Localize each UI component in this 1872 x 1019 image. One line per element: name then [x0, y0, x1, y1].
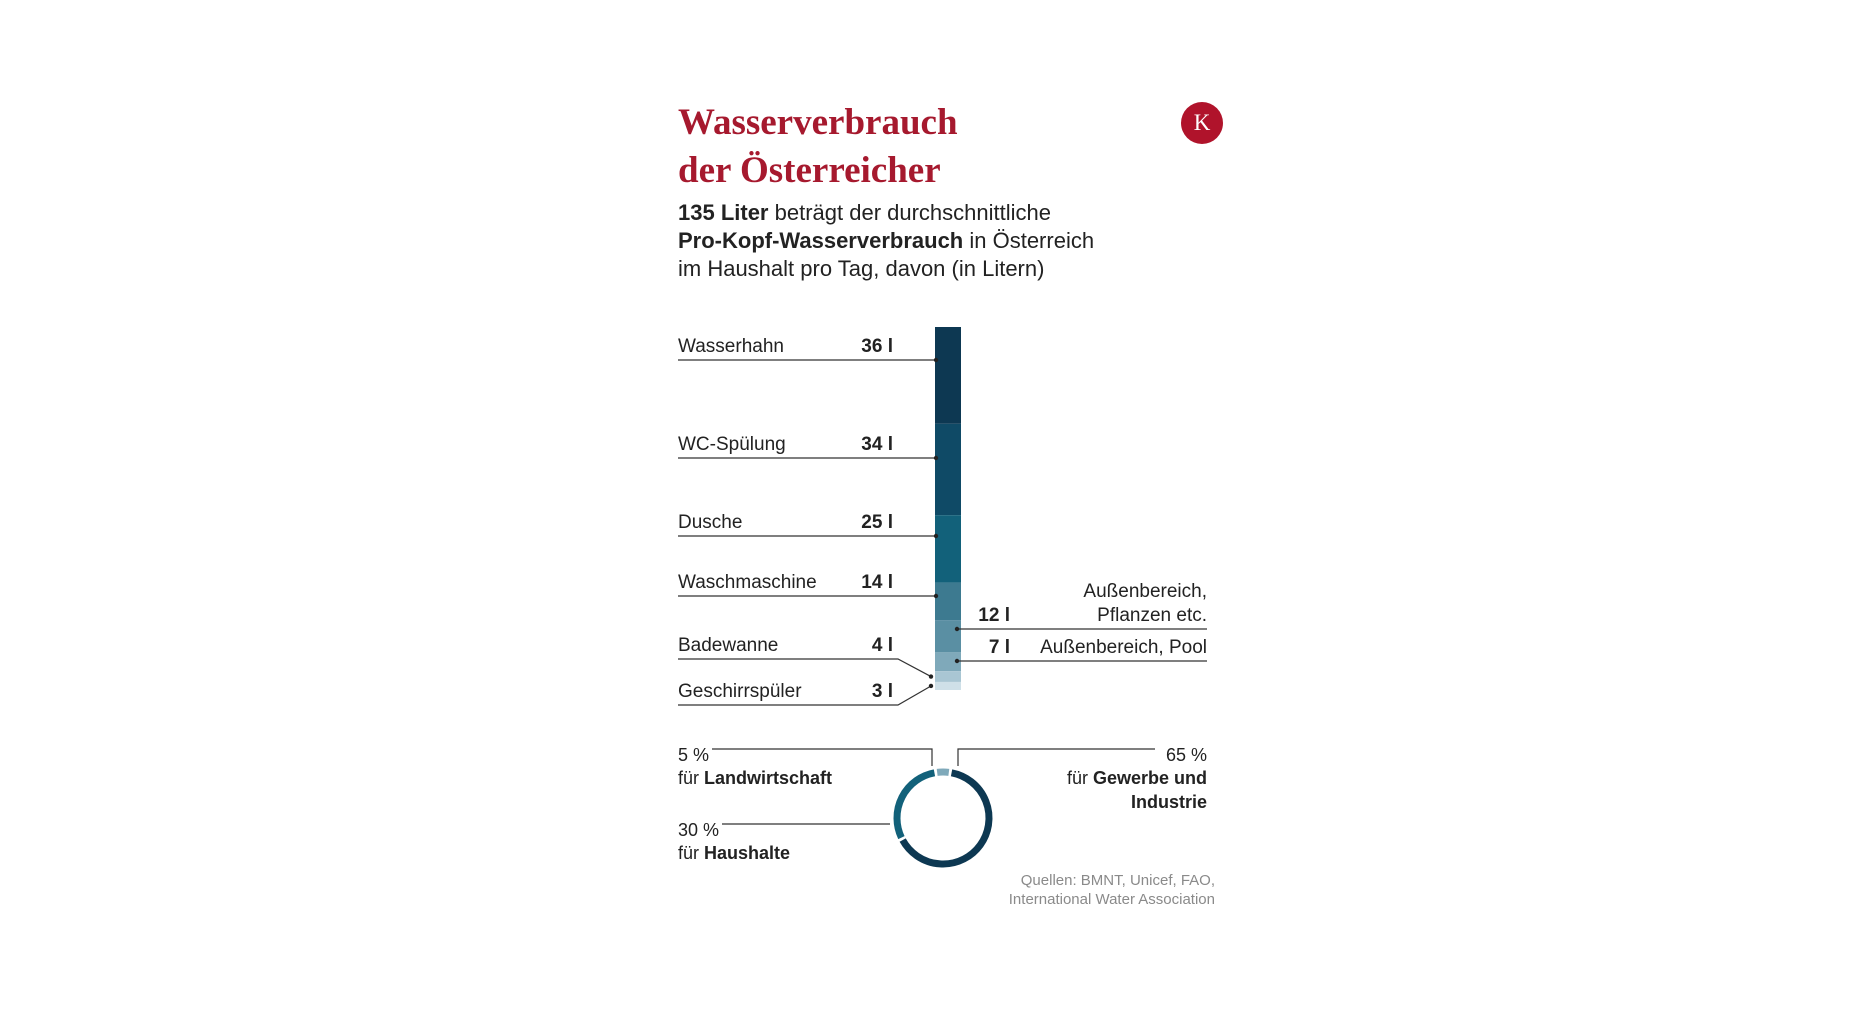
subtitle-line-2: Pro-Kopf-Wasserverbrauch in Österreich [678, 230, 1094, 252]
bar-segment-6 [935, 671, 961, 682]
bar-leader-dot [954, 658, 960, 664]
donut-value-label: 30 % [678, 820, 719, 840]
donut-value-label: 5 % [678, 745, 709, 765]
kurier-logo-icon: K [1181, 102, 1223, 144]
donut-leader-line [957, 748, 1155, 766]
bar-segment-4 [935, 620, 961, 653]
bar-value-label: 25 l [861, 512, 893, 533]
donut-leader-line [712, 748, 933, 766]
bar-leader-dot [933, 593, 939, 599]
bar-leader-dot [933, 455, 939, 461]
source-line-1: Quellen: BMNT, Unicef, FAO, [1020, 872, 1215, 889]
bar-segment-5 [935, 652, 961, 672]
bar-category-label: Dusche [678, 512, 742, 533]
bar-category-label: Waschmaschine [678, 572, 817, 593]
bar-leader-dot [928, 674, 934, 679]
bar-segment-3 [935, 582, 961, 621]
title-line-1: Wasserverbrauch [678, 102, 958, 143]
bar-segment-7 [935, 681, 961, 690]
donut-category-label: Industrie [1131, 792, 1207, 812]
title-line-2: der Österreicher [678, 150, 941, 191]
bar-leader-line [678, 685, 932, 706]
donut-category-label: für Landwirtschaft [678, 768, 832, 788]
bar-category-label: Pflanzen etc. [1097, 605, 1207, 626]
bar-leader-line [678, 658, 932, 678]
subtitle-line-3: im Haushalt pro Tag, davon (in Litern) [678, 256, 1045, 281]
bar-value-label: 3 l [872, 681, 893, 702]
subtitle-text-1: beträgt der durchschnittliche [768, 200, 1051, 225]
bar-leader-dot [928, 683, 934, 689]
bar-leader-dot [933, 357, 939, 363]
bar-value-label: 36 l [861, 336, 893, 357]
bar-leader-dot [933, 533, 939, 539]
bar-segment-2 [935, 515, 961, 583]
bar-category-label: Außenbereich, [1083, 581, 1207, 602]
subtitle-total: 135 Liter [678, 200, 769, 225]
subtitle-emphasis: Pro-Kopf-Wasserverbrauch [678, 228, 964, 253]
bar-value-label: 7 l [989, 637, 1010, 658]
bar-segment-0 [935, 327, 961, 424]
donut-slice-1 [899, 769, 993, 868]
bar-value-label: 12 l [978, 605, 1010, 626]
bar-value-label: 4 l [872, 635, 893, 656]
bar-category-label: Geschirrspüler [678, 681, 802, 702]
subtitle-line-1: 135 Liter beträgt der durchschnittliche [678, 202, 1051, 224]
bar-category-label: Badewanne [678, 635, 778, 656]
bar-value-label: 14 l [861, 572, 893, 593]
bar-leader-dot [954, 626, 960, 632]
source-line-2: International Water Association [1008, 891, 1215, 908]
bar-value-label: 34 l [861, 434, 893, 455]
bar-category-label: WC-Spülung [678, 434, 786, 455]
donut-value-label: 65 % [1166, 745, 1207, 765]
subtitle-text-2: in Österreich [963, 228, 1095, 253]
bar-segment-1 [935, 423, 961, 516]
donut-category-label: für Gewerbe und [1067, 768, 1207, 788]
bar-category-label: Wasserhahn [678, 336, 784, 357]
donut-slice-2 [893, 769, 936, 840]
donut-category-label: für Haushalte [678, 843, 790, 863]
bar-category-label: Außenbereich, Pool [1040, 637, 1207, 658]
